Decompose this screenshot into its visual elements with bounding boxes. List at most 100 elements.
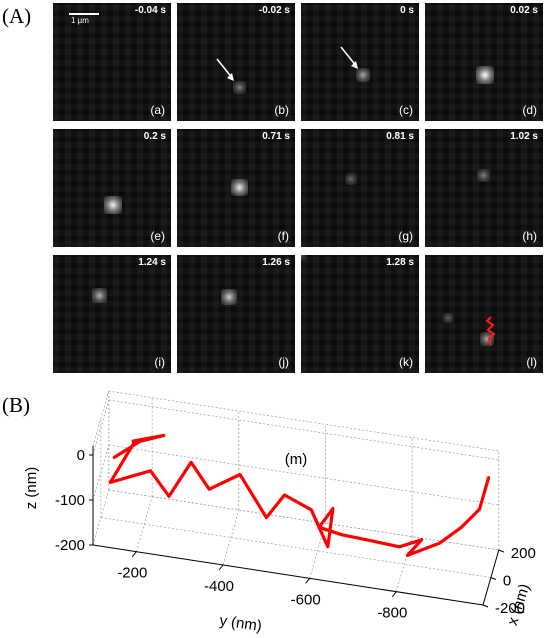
frame-tile: 0.02 s (d) (425, 3, 543, 121)
x-tick-label: 0 (503, 573, 511, 590)
grid-line (92, 390, 110, 447)
trajectory-point (132, 441, 136, 444)
trajectory-point (420, 538, 423, 541)
frame-tile: -0.02 s (b) (177, 3, 295, 121)
frame-time-label: -0.02 s (258, 5, 290, 16)
frame-time-label: 1.24 s (138, 257, 166, 268)
frame-tile: (l) (425, 255, 543, 373)
trajectory-point (162, 434, 166, 437)
frame-tile: 1.26 s (j) (177, 255, 295, 373)
trajectory-point (371, 539, 374, 543)
fluorescent-spot (104, 196, 122, 214)
grid-line (108, 390, 499, 452)
y-axis-title: y (nm) (218, 612, 262, 635)
frame-letter-label: (g) (398, 229, 413, 243)
scale-bar (69, 13, 99, 15)
frame-time-label: 0 s (400, 5, 414, 16)
y-axis-line (92, 544, 484, 606)
trajectory-point (109, 481, 112, 484)
grid-line (135, 496, 153, 552)
trajectory-point (113, 456, 116, 459)
frame-time-label: -0.04 s (134, 5, 166, 16)
frame-letter-label: (f) (277, 229, 289, 243)
frame-time-label: 1.02 s (510, 131, 538, 142)
grid-line (108, 399, 499, 461)
trajectory-point (189, 461, 193, 464)
frame-letter-label: (j) (278, 355, 289, 369)
frame-letter-label: (h) (522, 229, 537, 243)
trajectory-point (398, 545, 401, 548)
y-tick (305, 578, 311, 584)
pointer-arrow-icon (340, 46, 358, 69)
trajectory-point (167, 495, 171, 498)
frame-letter-label: (e) (150, 229, 165, 243)
plot-annotation: (m) (285, 451, 308, 468)
z-tick-label: -200 (55, 537, 85, 554)
trajectory-point (460, 526, 463, 529)
scale-bar-label: 1 µm (71, 16, 89, 25)
trajectory-point (478, 508, 481, 511)
y-tick-label: -800 (377, 605, 407, 622)
frame-tile: -0.04 s (a) 1 µm (53, 3, 171, 121)
fluorescent-spot (476, 66, 494, 84)
trajectory-point (238, 473, 242, 476)
grid-line (100, 517, 491, 578)
frame-time-label: 0.81 s (386, 131, 414, 142)
x-tick (482, 604, 489, 608)
trajectory-point (331, 507, 335, 510)
y-tick (391, 591, 397, 597)
frame-letter-label: (l) (526, 355, 537, 369)
fluorescent-spot (301, 255, 307, 261)
frame-tile: 1.28 s (k) (301, 255, 419, 373)
frame-letter-label: (c) (399, 103, 413, 117)
y-tick (131, 551, 137, 557)
trajectory-line (108, 433, 491, 558)
frame-tile: 1.02 s (h) (425, 129, 543, 247)
trajectory-point (326, 545, 329, 548)
frame-tile: 1.24 s (i) (53, 255, 171, 373)
trajectory-overlay (485, 316, 496, 346)
frame-time-label: 1.26 s (262, 257, 290, 268)
fluorescent-spot (356, 68, 370, 82)
frame-letter-label: (d) (522, 103, 537, 117)
frame-letter-label: (k) (399, 355, 413, 369)
panel-b-label: (B) (2, 393, 30, 417)
fluorescent-spot (230, 178, 248, 196)
trajectory-point (310, 508, 313, 511)
trajectory-point (406, 554, 409, 557)
y-tick-label: -600 (291, 591, 321, 608)
trajectory-point (265, 516, 268, 519)
x-tick-label: 200 (511, 545, 536, 562)
trajectory-point (340, 533, 343, 536)
grid-line (222, 509, 240, 566)
x-tick-label: -200 (495, 600, 525, 617)
frame-letter-label: (a) (150, 103, 165, 117)
z-tick-label: 0 (77, 447, 85, 464)
grid-line (309, 523, 326, 579)
trajectory-point (317, 526, 321, 529)
panel-a-label: (A) (2, 4, 32, 28)
frame-time-label: 0.71 s (262, 131, 290, 142)
microscopy-frame-grid: -0.04 s (a) 1 µm -0.02 s (b) 0 s (c) 0.02 s (d) 0… (47, 0, 549, 380)
trajectory-point (283, 493, 286, 497)
frame-tile: 0.71 s (f) (177, 129, 295, 247)
trajectory-point (208, 488, 211, 491)
y-tick (218, 564, 224, 571)
fluorescent-spot (443, 313, 453, 323)
fluorescent-spot (91, 287, 107, 303)
plot-axes (89, 390, 504, 608)
x-tick (498, 549, 504, 553)
grid-line (108, 489, 499, 551)
y-tick-label: -200 (117, 565, 147, 582)
frame-tile: 0.2 s (e) (53, 129, 171, 247)
frame-time-label: 0.02 s (510, 5, 538, 16)
fluorescent-spot (476, 168, 490, 182)
trajectory-point (318, 527, 322, 531)
fluorescent-spot (232, 80, 246, 94)
trajectory-point (438, 542, 441, 545)
frame-tile: 0 s (c) (301, 3, 419, 121)
trajectory-point (139, 439, 143, 442)
z-axis-title: z (nm) (23, 467, 40, 510)
fluorescent-spot (345, 173, 357, 185)
